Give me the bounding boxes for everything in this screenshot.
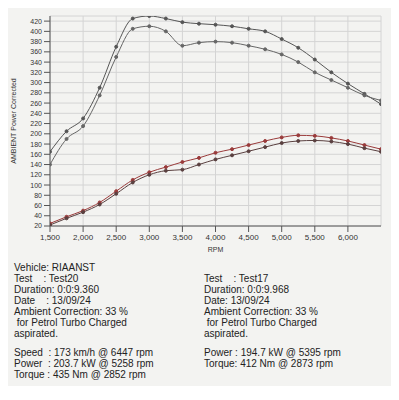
svg-text:260: 260 xyxy=(30,100,42,107)
svg-text:6,000: 6,000 xyxy=(338,233,359,242)
svg-text:5,000: 5,000 xyxy=(272,233,293,242)
svg-text:40: 40 xyxy=(34,212,42,219)
svg-text:120: 120 xyxy=(30,171,42,178)
svg-text:100: 100 xyxy=(30,182,42,189)
svg-text:240: 240 xyxy=(30,110,42,117)
svg-text:360: 360 xyxy=(30,48,42,55)
html-text:Ambient Correction: 33 %: Ambient Correction: 33 % xyxy=(204,306,318,317)
html-text:Speed : 173 km/h @ 6447 rpm: Speed : 173 km/h @ 6447 rpm xyxy=(14,347,154,358)
svg-text:60: 60 xyxy=(34,202,42,209)
html-text:Torque: 412 Nm @ 2873 rpm: Torque: 412 Nm @ 2873 rpm xyxy=(204,358,334,369)
html-text:Vehicle: RIAANST: Vehicle: RIAANST xyxy=(14,262,96,273)
svg-text:140: 140 xyxy=(30,161,42,168)
svg-text:160: 160 xyxy=(30,151,42,158)
html-text:Date : 13/09/24: Date : 13/09/24 xyxy=(14,295,91,306)
html-text:Duration: 0:0:9.360: Duration: 0:0:9.360 xyxy=(14,284,100,295)
svg-text:420: 420 xyxy=(30,18,42,25)
html-text:Test : Test20: Test : Test20 xyxy=(14,273,79,284)
svg-text:400: 400 xyxy=(30,28,42,35)
html-text:for Petrol Turbo Charged: for Petrol Turbo Charged xyxy=(14,317,127,328)
svg-text:340: 340 xyxy=(30,59,42,66)
svg-text:3,000: 3,000 xyxy=(139,233,160,242)
svg-text:220: 220 xyxy=(30,120,42,127)
svg-text:4,500: 4,500 xyxy=(239,233,260,242)
svg-text:180: 180 xyxy=(30,141,42,148)
html-text:for Petrol Turbo Charged: for Petrol Turbo Charged xyxy=(204,317,317,328)
svg-text:3,500: 3,500 xyxy=(172,233,193,242)
svg-text:200: 200 xyxy=(30,130,42,137)
html-text:Duration: 0:0:9.968: Duration: 0:0:9.968 xyxy=(204,284,290,295)
svg-text:2,500: 2,500 xyxy=(106,233,127,242)
svg-text:RPM: RPM xyxy=(208,246,224,253)
html-text:aspirated.: aspirated. xyxy=(204,328,248,339)
html-text:Torque : 435 Nm @ 2852 rpm: Torque : 435 Nm @ 2852 rpm xyxy=(14,369,146,380)
html-text:aspirated.: aspirated. xyxy=(14,328,58,339)
svg-text:5,500: 5,500 xyxy=(305,233,326,242)
svg-text:1,500: 1,500 xyxy=(40,233,61,242)
html-text:Power : 203.7 kW @ 5258 rpm: Power : 203.7 kW @ 5258 rpm xyxy=(14,358,154,369)
svg-text:280: 280 xyxy=(30,89,42,96)
svg-text:300: 300 xyxy=(30,79,42,86)
svg-text:4,000: 4,000 xyxy=(205,233,226,242)
svg-text:80: 80 xyxy=(34,192,42,199)
svg-text:380: 380 xyxy=(30,38,42,45)
svg-text:320: 320 xyxy=(30,69,42,76)
html-text:Date: 13/09/24: Date: 13/09/24 xyxy=(204,295,270,306)
html-text:Power : 194.7 kW @ 5395 rpm: Power : 194.7 kW @ 5395 rpm xyxy=(204,347,341,358)
html-text:Test : Test17: Test : Test17 xyxy=(204,273,269,284)
svg-text:20: 20 xyxy=(34,222,42,229)
html-text:Ambient Correction: 33 %: Ambient Correction: 33 % xyxy=(14,306,128,317)
svg-text:2,000: 2,000 xyxy=(73,233,94,242)
svg-text:AMBIENT Power Corrected: AMBIENT Power Corrected xyxy=(10,78,17,164)
